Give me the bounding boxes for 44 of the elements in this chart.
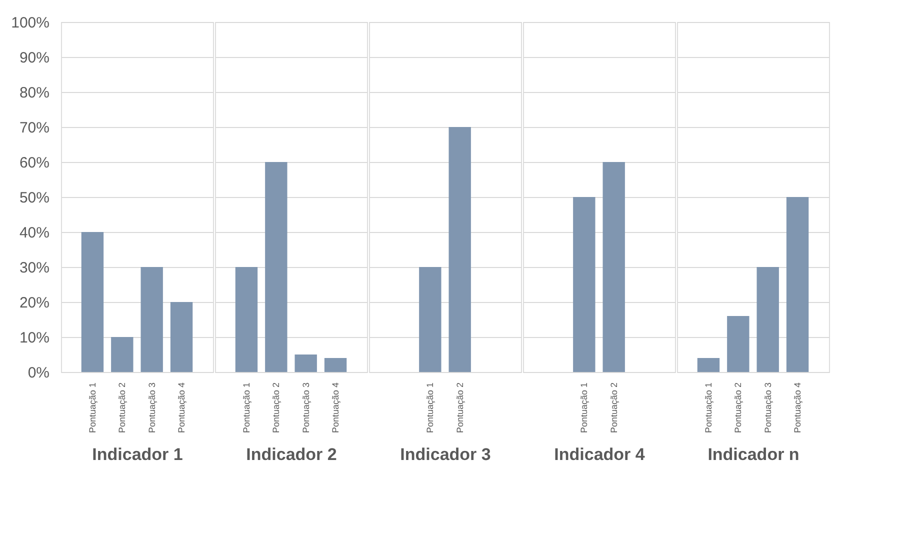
- x-tick-label: Pontuação 4: [330, 382, 341, 434]
- y-tick-label: 90%: [19, 50, 50, 66]
- x-tick-label: Pontuação 1: [579, 382, 590, 434]
- x-tick-label: Pontuação 1: [425, 382, 436, 434]
- y-tick-label: 10%: [19, 330, 50, 346]
- y-tick-label: 0%: [28, 364, 50, 382]
- x-tick-label: Pontuação 1: [241, 382, 252, 434]
- x-tick-label: Pontuação 2: [608, 382, 619, 434]
- x-axis-title: Indicador 1: [92, 445, 183, 464]
- x-tick-label: Pontuação 3: [146, 382, 157, 434]
- x-axis-title: Indicador 2: [246, 445, 337, 464]
- x-tick-label: Pontuação 1: [87, 382, 98, 434]
- x-tick-label: Pontuação 1: [703, 382, 714, 434]
- y-tick-label: 20%: [19, 294, 50, 312]
- bar: [756, 267, 779, 372]
- y-tick-label: 30%: [19, 260, 50, 276]
- bar: [170, 302, 193, 372]
- bar: [294, 354, 317, 372]
- y-tick-label: 40%: [19, 224, 50, 242]
- x-tick-label: Pontuação 3: [300, 382, 311, 434]
- bar: [727, 316, 750, 372]
- y-tick-label: 60%: [19, 154, 50, 172]
- x-axis-title: Indicador 4: [554, 445, 646, 464]
- bar: [235, 267, 258, 372]
- x-axis-title: Indicador n: [708, 445, 800, 464]
- x-tick-label: Pontuação 2: [271, 382, 282, 434]
- bar: [786, 197, 809, 372]
- x-tick-label: Pontuação 2: [733, 382, 744, 434]
- y-tick-label: 100%: [11, 14, 50, 32]
- bar: [81, 232, 104, 372]
- bar: [140, 267, 163, 372]
- x-tick-label: Pontuação 4: [792, 382, 803, 434]
- x-tick-label: Pontuação 2: [454, 382, 465, 434]
- bar: [265, 162, 288, 372]
- x-axis-title: Indicador 3: [400, 445, 491, 464]
- bar: [697, 358, 720, 372]
- y-tick-label: 50%: [19, 190, 50, 206]
- y-tick-label: 70%: [19, 120, 50, 136]
- y-tick-label: 80%: [19, 84, 50, 102]
- x-tick-label: Pontuação 2: [117, 382, 128, 434]
- x-tick-label: Pontuação 4: [176, 382, 187, 434]
- x-tick-label: Pontuação 3: [762, 382, 773, 434]
- bar: [111, 337, 134, 372]
- bar: [324, 358, 347, 372]
